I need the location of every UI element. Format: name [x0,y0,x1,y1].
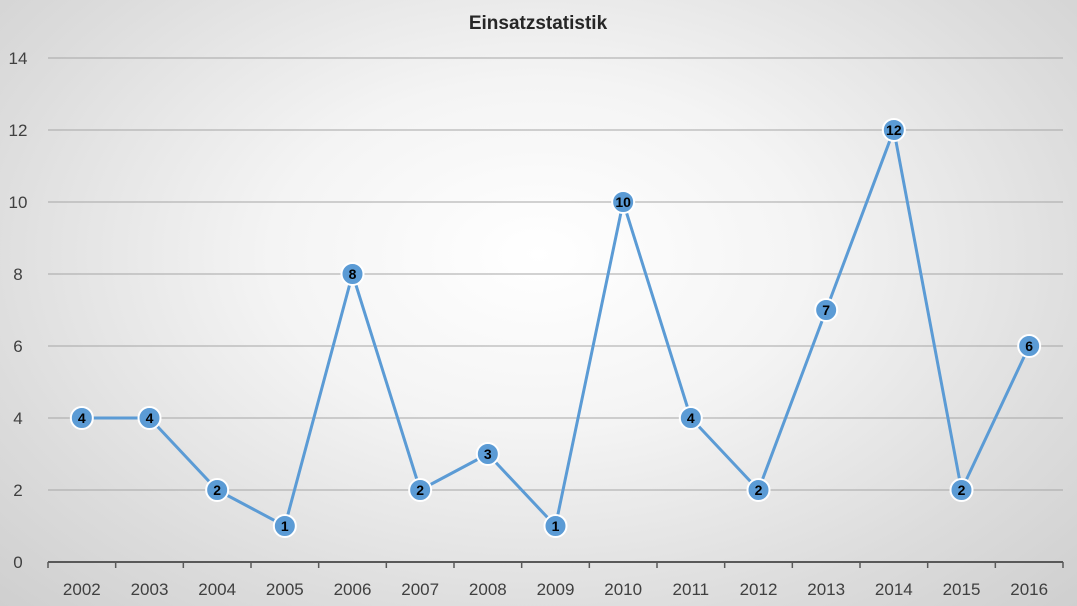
data-point-marker [881,118,906,142]
x-tick-label: 2005 [266,580,304,599]
data-point-marker [69,406,94,430]
x-tick-label: 2013 [807,580,845,599]
data-label: 1 [552,518,560,534]
x-tick-label: 2008 [469,580,507,599]
x-axis-tick-labels: 2002 2003 2004 2005 2006 2007 2008 2009 2010 2011… [63,580,1048,599]
x-tick-label: 2011 [673,580,710,599]
y-tick-label: 14 [9,49,28,68]
y-tick-label: 12 [9,121,28,140]
y-tick-label: 8 [13,265,22,284]
y-tick-label: 2 [13,481,22,500]
data-label: 4 [78,410,86,426]
data-point-marker [746,478,771,502]
series-line [81,128,1031,528]
data-label: 7 [822,302,830,318]
chart-title: Einsatzstatistik [469,13,608,34]
data-point-marker [475,442,500,466]
y-tick-label: 4 [13,409,22,428]
data-point-marker [408,478,433,502]
data-point-marker [1017,334,1042,358]
data-point-marker [205,478,230,502]
data-label: 4 [687,410,695,426]
series [69,118,1042,538]
x-tick-label: 2015 [943,580,981,599]
data-label: 4 [146,410,154,426]
gridlines [48,57,1063,491]
x-tick-label: 2014 [875,580,913,599]
data-label: 8 [349,266,357,282]
data-label: 2 [755,482,763,498]
data-point-marker [272,514,297,538]
data-label: 6 [1025,338,1033,354]
x-tick-label: 2007 [401,580,439,599]
x-tick-label: 2002 [63,580,101,599]
data-point-marker [678,406,703,430]
data-point-marker [814,298,839,322]
y-axis: 0 2 4 6 8 10 12 14 [9,49,28,572]
data-point-marker [611,190,636,214]
data-label: 2 [416,482,424,498]
data-label: 10 [615,194,631,210]
x-tick-label: 2004 [198,580,236,599]
data-label: 12 [886,122,902,138]
data-labels: 4 4 2 1 8 2 3 1 10 4 2 7 12 2 6 [78,122,1033,534]
x-tick-label: 2006 [334,580,372,599]
data-label: 2 [958,482,966,498]
data-point-marker [137,406,162,430]
y-tick-label: 10 [9,193,28,212]
x-tick-label: 2012 [740,580,778,599]
x-tick-label: 2003 [131,580,169,599]
y-tick-label: 6 [13,337,22,356]
data-label: 1 [281,518,289,534]
x-tick-label: 2009 [537,580,575,599]
data-point-marker [340,262,365,286]
data-point-marker [949,478,974,502]
data-label: 3 [484,446,492,462]
x-tick-label: 2016 [1010,580,1048,599]
x-axis [47,561,1064,568]
data-label: 2 [213,482,221,498]
data-point-marker [543,514,568,538]
x-tick-label: 2010 [604,580,642,599]
y-tick-label: 0 [13,553,22,572]
